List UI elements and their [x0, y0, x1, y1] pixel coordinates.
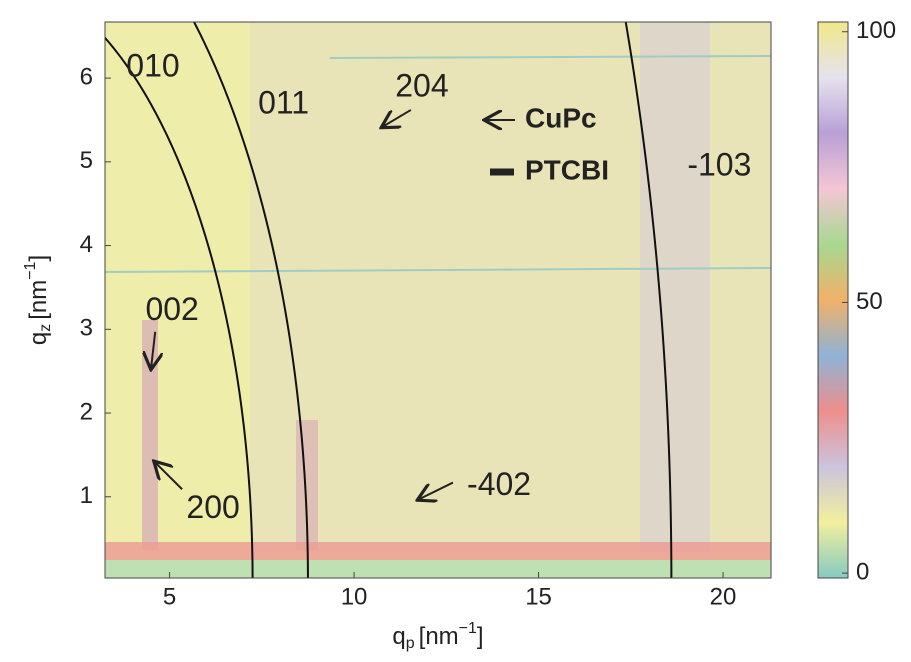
ring: [105, 36, 254, 578]
plot-frame: [104, 21, 772, 579]
x-tick-label: 10: [341, 583, 368, 610]
x-label-unit: nm: [425, 623, 458, 650]
colorbar-tick-label: 50: [856, 288, 883, 315]
y-axis-label: qz[nm−1]: [22, 255, 54, 345]
heatmap-line: [329, 55, 772, 59]
annotation: 011: [258, 84, 309, 120]
rings: [105, 22, 673, 578]
heatmap-streak: [296, 420, 318, 550]
y-label-subscript: z: [37, 324, 54, 332]
y-tick-label: 2: [80, 398, 93, 425]
annotation-arrow: [419, 481, 454, 500]
annotation: 002: [145, 291, 198, 327]
annotation-arrow: [383, 109, 412, 127]
y-label-unit: nm: [25, 280, 52, 313]
y-tick-label: 6: [80, 63, 93, 90]
x-tick-label: 5: [163, 583, 176, 610]
x-axis-label: qp [nm−1]: [392, 620, 483, 652]
colorbar: [817, 21, 849, 579]
x-tick-label: 15: [525, 583, 552, 610]
heatmap-streak: [640, 22, 710, 552]
annotation: -402: [467, 466, 531, 502]
annotation-arrow: [151, 331, 155, 368]
annotation: 010: [126, 48, 179, 84]
legend-label: CuPc: [525, 102, 597, 133]
legend: CuPc PTCBI: [486, 102, 609, 185]
y-tick-label: 1: [80, 482, 93, 509]
x-label-subscript: p: [406, 635, 415, 652]
heatmap-band: [105, 542, 771, 560]
annotation: 200: [186, 489, 239, 525]
x-label-exponent: −1: [459, 620, 477, 637]
legend-label: PTCBI: [525, 154, 609, 185]
y-tick-label: 5: [80, 147, 93, 174]
y-label-symbol: q: [25, 332, 52, 345]
x-label-symbol: q: [392, 623, 405, 650]
y-label-exponent: −1: [22, 261, 39, 279]
annotation: -103: [687, 146, 751, 182]
y-tick-label: 4: [80, 231, 93, 258]
annotation: 204: [395, 68, 448, 104]
heatmap-band: [105, 560, 771, 578]
heatmap-streak: [142, 320, 158, 550]
ring: [624, 22, 673, 578]
colorbar-tick-label: 100: [856, 17, 896, 44]
x-tick-label: 20: [710, 583, 737, 610]
ring: [192, 22, 309, 578]
y-tick-label: 3: [80, 315, 93, 342]
annotation-arrow: [155, 462, 183, 490]
colorbar-tick-label: 0: [856, 558, 869, 585]
